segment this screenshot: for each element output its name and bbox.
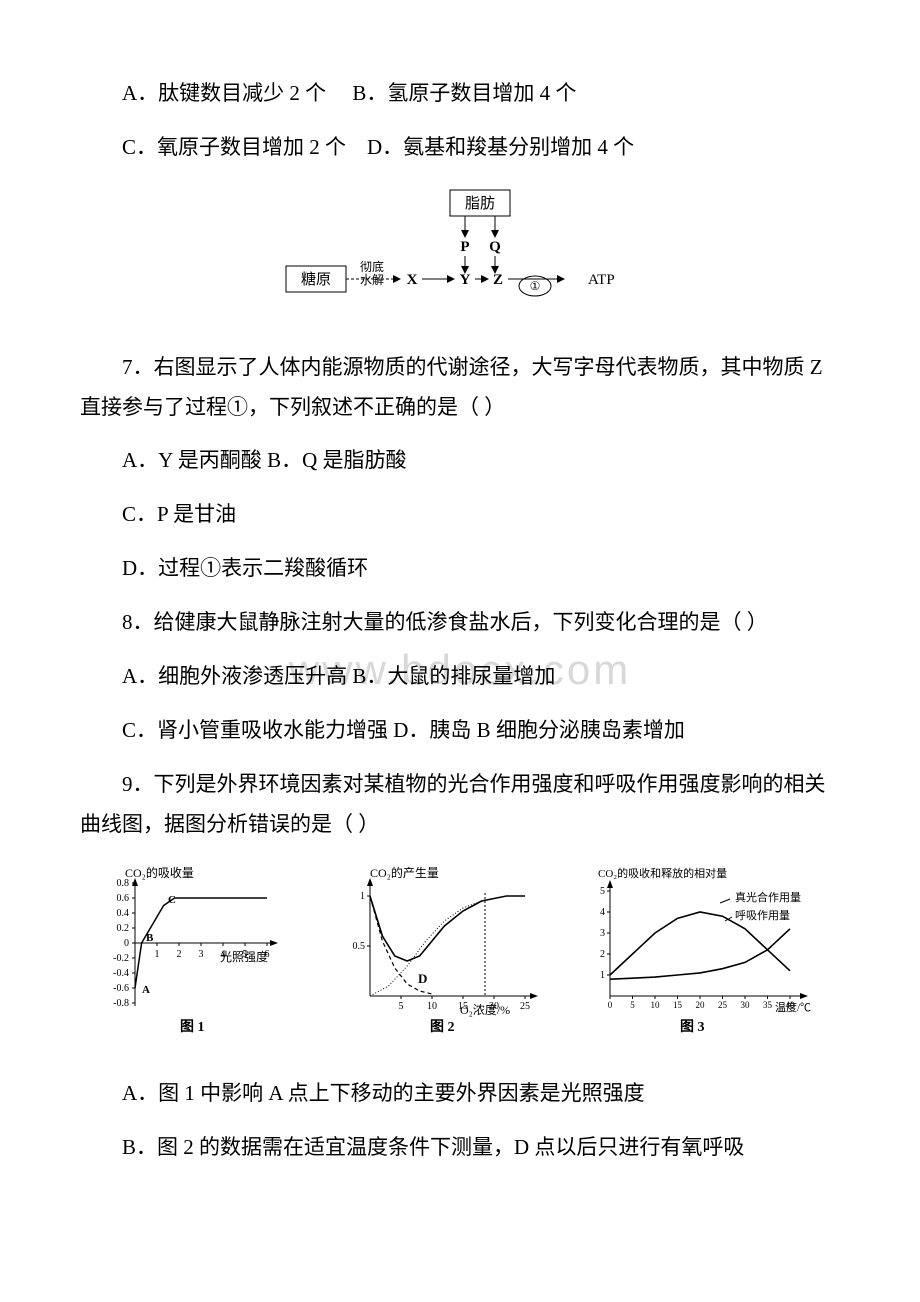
svg-text:-0.6: -0.6 (113, 983, 129, 994)
svg-text:1: 1 (155, 949, 160, 960)
q9-optA: A．图 1 中影响 A 点上下移动的主要外界因素是光照强度 (80, 1074, 840, 1114)
svg-text:3: 3 (600, 928, 605, 939)
diagram-metabolism: 脂肪 P Q 糖原 彻底 水解 X Y Z ① ATP (80, 186, 840, 330)
q6-optB: B．氢原子数目增加 4 个 (352, 81, 576, 105)
q8-stem: 8．给健康大鼠静脉注射大量的低渗食盐水后，下列变化合理的是（ ） (80, 603, 840, 643)
c3-s1: 真光合作用量 (735, 890, 801, 904)
q9-optB: B．图 2 的数据需在适宜温度条件下测量，D 点以后只进行有氧呼吸 (80, 1128, 840, 1168)
q6-optC: C．氧原子数目增加 2 个 (122, 135, 346, 159)
chart2: CO₂的产生量 10.5 510152025 D O₂浓度/% 图 2 (353, 865, 539, 1035)
svg-text:4: 4 (600, 907, 605, 918)
q7-optAB: A．Y 是丙酮酸 B．Q 是脂肪酸 (80, 441, 840, 481)
svg-text:0.5: 0.5 (353, 941, 366, 952)
c1-A: A (142, 984, 150, 996)
q8-optD: D．胰岛 B 细胞分泌胰岛素增加 (393, 718, 685, 742)
lbl-P: P (460, 239, 469, 255)
svg-text:5: 5 (630, 1000, 635, 1010)
lbl-Y: Y (460, 272, 471, 288)
box-fat: 脂肪 (465, 195, 495, 212)
lbl-X: X (407, 272, 418, 288)
svg-text:0: 0 (124, 938, 129, 949)
charts-row: CO₂的吸收量 0.8 0.6 0.4 0.2 0 -0.2 -0.4 -0.6 -0.8 1 2… (80, 863, 840, 1057)
lbl-ATP: ATP (588, 272, 615, 288)
svg-text:0: 0 (608, 1000, 613, 1010)
svg-text:-0.4: -0.4 (113, 968, 129, 979)
svg-text:25: 25 (520, 1001, 530, 1012)
svg-text:20: 20 (696, 1000, 706, 1010)
svg-text:0.6: 0.6 (117, 893, 130, 904)
q8-optA: A．细胞外液渗透压升高 (122, 664, 347, 688)
lbl-Z: Z (493, 272, 503, 288)
svg-text:5: 5 (600, 886, 605, 897)
c3-xlabel: 温度/℃ (775, 1000, 811, 1014)
svg-text:0.8: 0.8 (117, 878, 130, 889)
svg-text:-0.2: -0.2 (113, 953, 129, 964)
svg-text:10: 10 (651, 1000, 661, 1010)
q8-optCD: C．肾小管重吸收水能力增强 D．胰岛 B 细胞分泌胰岛素增加 (80, 711, 840, 751)
svg-text:3: 3 (199, 949, 204, 960)
q7-optA: A．Y 是丙酮酸 (122, 448, 262, 472)
lbl-Q: Q (489, 239, 501, 255)
q6-optD: D．氨基和羧基分别增加 4 个 (367, 135, 634, 159)
c2-D: D (418, 971, 427, 986)
box-glycogen: 糖原 (301, 271, 331, 288)
svg-text:30: 30 (741, 1000, 751, 1010)
c3-s2: 呼吸作用量 (735, 909, 790, 922)
q7-optC: C．P 是甘油 (80, 495, 840, 535)
q8-optB: B．大鼠的排尿量增加 (352, 664, 555, 688)
svg-text:0.2: 0.2 (117, 923, 130, 934)
lbl-hyd2: 水解 (360, 273, 384, 287)
q8-optAB: A．细胞外液渗透压升高 B．大鼠的排尿量增加 (80, 657, 840, 697)
q7-optB: B．Q 是脂肪酸 (267, 448, 406, 472)
svg-text:1: 1 (360, 891, 365, 902)
svg-text:35: 35 (763, 1000, 773, 1010)
c2-caption: 图 2 (430, 1019, 455, 1035)
chart1: CO₂的吸收量 0.8 0.6 0.4 0.2 0 -0.2 -0.4 -0.6 -0.8 1 2… (113, 865, 278, 1035)
q6-optA: A．肽键数目减少 2 个 (122, 81, 326, 105)
c1-C: C (168, 894, 176, 906)
c1-xlabel: 光照强度 (220, 949, 268, 964)
svg-text:15: 15 (673, 1000, 683, 1010)
svg-text:2: 2 (177, 949, 182, 960)
c2-xlabel: O₂浓度/% (460, 1002, 510, 1017)
svg-text:5: 5 (399, 1001, 404, 1012)
svg-text:1: 1 (600, 970, 605, 981)
q7-stem: 7．右图显示了人体内能源物质的代谢途径，大写字母代表物质，其中物质 Z 直接参与… (80, 348, 840, 428)
q7-optD: D．过程①表示二羧酸循环 (80, 549, 840, 589)
svg-text:-0.8: -0.8 (113, 998, 129, 1009)
q8-optC: C．肾小管重吸收水能力增强 (122, 718, 388, 742)
lbl-hyd1: 彻底 (360, 259, 384, 274)
svg-text:2: 2 (600, 949, 605, 960)
svg-text:25: 25 (718, 1000, 728, 1010)
chart3: CO₂的吸收和释放的相对量 12345 0510152025303540 真光合… (598, 866, 811, 1035)
c3-ylabel: CO₂的吸收和释放的相对量 (598, 866, 727, 880)
c1-ylabel: CO₂的吸收量 (125, 865, 194, 880)
q6-opt-row1: A．肽键数目减少 2 个 B．氢原子数目增加 4 个 (80, 74, 840, 114)
c2-ylabel: CO₂的产生量 (370, 865, 439, 880)
svg-text:0.4: 0.4 (117, 908, 130, 919)
c1-caption: 图 1 (180, 1019, 205, 1035)
svg-text:10: 10 (427, 1001, 437, 1012)
c3-caption: 图 3 (680, 1019, 705, 1035)
q9-stem: 9．下列是外界环境因素对某植物的光合作用强度和呼吸作用强度影响的相关曲线图，据图… (80, 765, 840, 845)
c1-B: B (146, 932, 154, 944)
q6-opt-row2: C．氧原子数目增加 2 个 D．氨基和羧基分别增加 4 个 (80, 128, 840, 168)
lbl-circ1: ① (530, 279, 541, 293)
